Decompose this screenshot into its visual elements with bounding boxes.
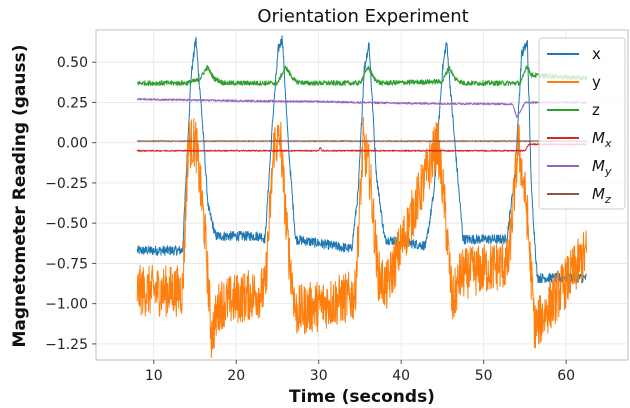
series-line-m-x (136, 143, 588, 152)
x-tick-label: 30 (310, 368, 328, 384)
x-tick-label: 50 (475, 368, 493, 384)
series-line-x (136, 35, 587, 284)
chart-title: Orientation Experiment (257, 6, 468, 27)
x-tick-label: 40 (392, 368, 410, 384)
tick-labels: 10 20 30 40 50 60 −1.25 −1.00 −0.75 −0.50 −0.25 0.0… (45, 55, 575, 384)
series-line-m-z (136, 140, 588, 143)
legend-label: y (592, 73, 601, 91)
y-tick-label: 0.25 (57, 95, 88, 111)
legend-label: My (592, 157, 612, 178)
y-tick-label: 0.50 (57, 55, 88, 71)
y-tick-label: 0.00 (57, 136, 88, 152)
legend-label: x (592, 45, 601, 63)
legend-label: Mz (592, 185, 611, 206)
legend-label: Mx (592, 129, 612, 150)
legend-box (538, 37, 626, 210)
x-axis-title: Time (seconds) (289, 387, 435, 407)
x-tick-label: 20 (227, 368, 245, 384)
x-tick-label: 60 (557, 368, 575, 384)
y-tick-label: −1.25 (45, 337, 88, 353)
y-tick-label: −0.25 (45, 176, 88, 192)
x-tick-label: 10 (145, 368, 163, 384)
legend: xyz Mx My Mz (538, 37, 626, 210)
y-tick-label: −0.50 (45, 216, 88, 232)
y-tick-label: −1.00 (45, 297, 88, 313)
y-axis-title: Magnetometer Reading (gauss) (10, 45, 30, 348)
series-line-m-y (136, 97, 588, 118)
series-line-y (136, 116, 588, 358)
y-tick-label: −0.75 (45, 256, 88, 272)
series-line-z (136, 65, 588, 86)
legend-label: z (592, 101, 600, 119)
series-lines (136, 35, 588, 358)
